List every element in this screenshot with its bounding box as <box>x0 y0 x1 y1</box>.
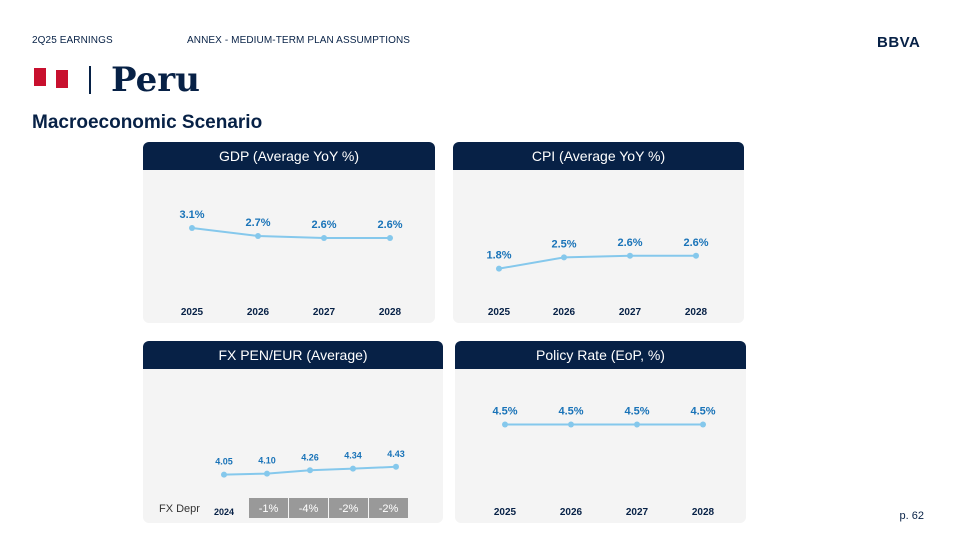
x-tick-label: 2026 <box>553 307 576 318</box>
data-label: 4.43 <box>387 449 405 459</box>
data-point <box>264 470 270 477</box>
data-point <box>496 265 502 272</box>
data-label: 4.05 <box>215 457 233 467</box>
data-point <box>502 421 508 428</box>
data-point <box>255 233 261 239</box>
fx-depr-value: -2% <box>339 503 359 515</box>
bbva-logo: BBVA <box>877 34 921 51</box>
data-label: 4.5% <box>690 405 715 417</box>
data-point <box>221 471 227 478</box>
fx-depr-cell <box>369 498 408 518</box>
x-tick-label: 2025 <box>488 307 511 318</box>
fx-depr-label: FX Depr <box>159 503 200 515</box>
data-point <box>350 465 356 472</box>
cpi-chart: 1.8% 2.5% 2.6% 2.6% 2025 2026 2027 2028 <box>486 237 708 318</box>
fx-chart: 4.054.104.264.344.4320242025202620272028… <box>159 449 408 518</box>
data-point <box>387 235 393 241</box>
policy-rate-panel: Policy Rate (EoP, %) 4.5% 4.5% 4.5% 4.5% 202… <box>455 341 746 523</box>
policy-rate-chart: 4.5% 4.5% 4.5% 4.5% 2025 2026 2027 2028 <box>492 405 715 518</box>
fx-depr-cell <box>329 498 368 518</box>
data-label: 3.1% <box>179 209 204 221</box>
page-number: p. 62 <box>899 510 924 522</box>
data-label: 2.6% <box>311 219 336 231</box>
gdp-panel: GDP (Average YoY %) 3.1% 2.7% 2.6% 2.6% 2025… <box>143 142 435 323</box>
policy-rate-panel-title: Policy Rate (EoP, %) <box>455 341 746 369</box>
x-tick-label: 2028 <box>685 307 708 318</box>
gdp-chart: 3.1% 2.7% 2.6% 2.6% 2025 2026 2027 2028 <box>179 209 402 318</box>
page-title: Peru <box>111 60 200 100</box>
data-label: 4.26 <box>301 452 319 462</box>
data-label: 4.5% <box>624 405 649 417</box>
data-label: 2.7% <box>245 217 270 229</box>
data-label: 4.5% <box>492 405 517 417</box>
series-line <box>191 227 390 239</box>
page-subtitle: Macroeconomic Scenario <box>32 112 263 133</box>
data-label: 4.5% <box>558 405 583 417</box>
x-tick-label: 2025 <box>181 307 204 318</box>
fx-depr-value: -1% <box>259 503 279 515</box>
x-tick-label: 2027 <box>313 307 336 318</box>
x-tick-label: 2025 <box>494 507 517 518</box>
header-annex-label: ANNEX - MEDIUM-TERM PLAN ASSUMPTIONS <box>187 35 411 46</box>
data-label: 2.6% <box>617 237 642 249</box>
fx-panel-title: FX PEN/EUR (Average) <box>143 341 443 369</box>
data-point <box>189 225 195 231</box>
x-tick-label: 2028 <box>379 307 402 318</box>
data-label: 4.34 <box>344 451 362 461</box>
cpi-panel-title: CPI (Average YoY %) <box>453 142 744 170</box>
data-point <box>393 463 399 470</box>
data-point <box>693 252 699 259</box>
data-point <box>561 254 567 261</box>
peru-flag-icon <box>34 68 68 88</box>
x-tick-label: 2027 <box>626 507 649 518</box>
title-separator <box>89 66 91 94</box>
data-label: 2.6% <box>377 219 402 231</box>
fx-depr-cell <box>289 498 328 518</box>
data-point <box>634 421 640 428</box>
x-tick-label: 2026 <box>247 307 270 318</box>
fx-depr-value: -2% <box>379 503 399 515</box>
fx-depr-value: -4% <box>299 503 319 515</box>
data-label: 4.10 <box>258 456 276 466</box>
fx-depr-cell <box>249 498 288 518</box>
gdp-panel-title: GDP (Average YoY %) <box>143 142 435 170</box>
x-tick-label: 2024 <box>214 507 234 517</box>
x-tick-label: 2027 <box>619 307 642 318</box>
data-label: 1.8% <box>486 250 511 262</box>
data-label: 2.5% <box>551 238 576 250</box>
data-point <box>568 421 574 428</box>
data-point <box>700 421 706 428</box>
cpi-panel: CPI (Average YoY %) 1.8% 2.5% 2.6% 2.6% 2025… <box>453 142 744 323</box>
data-point <box>321 235 327 241</box>
data-label: 2.6% <box>683 237 708 249</box>
data-point <box>307 467 313 474</box>
series-line <box>498 254 696 270</box>
x-tick-label: 2028 <box>692 507 715 518</box>
fx-panel: FX PEN/EUR (Average) 4.05 4.10 4.26 4.34 4.4… <box>143 341 443 523</box>
data-point <box>627 252 633 259</box>
x-tick-label: 2026 <box>560 507 583 518</box>
header-section-label: 2Q25 EARNINGS <box>32 35 113 46</box>
